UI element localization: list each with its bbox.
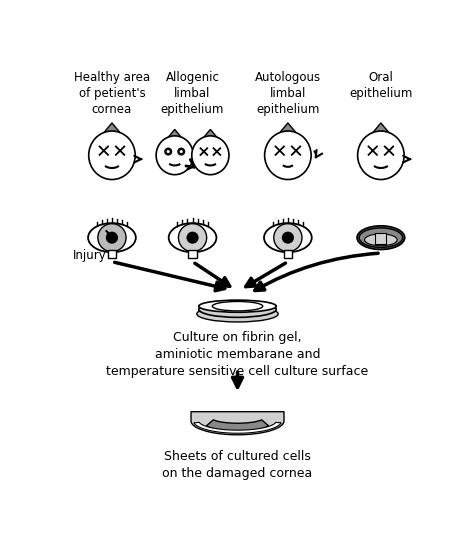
Ellipse shape [169,223,217,252]
Circle shape [98,224,126,252]
Ellipse shape [192,136,229,175]
Ellipse shape [88,223,136,252]
Circle shape [186,232,199,244]
Ellipse shape [357,226,405,250]
Ellipse shape [197,306,278,322]
Bar [189,250,197,258]
Polygon shape [272,123,304,142]
Circle shape [274,224,302,252]
Text: Culture on fibrin gel,
aminiotic membarane and
temperature sensitive cell cultur: Culture on fibrin gel, aminiotic membara… [106,331,369,378]
Ellipse shape [199,301,276,317]
Ellipse shape [357,131,404,180]
Polygon shape [365,123,397,142]
Polygon shape [96,123,128,142]
Circle shape [178,224,207,252]
Text: Oral
epithelium: Oral epithelium [349,71,412,100]
Ellipse shape [89,131,135,180]
Text: Healthy area
of petient's
cornea: Healthy area of petient's cornea [74,71,150,116]
Ellipse shape [199,300,276,312]
Ellipse shape [156,136,193,175]
Ellipse shape [264,131,311,180]
Ellipse shape [264,223,312,252]
Bar [375,234,386,244]
Text: Injury: Injury [73,245,107,262]
Polygon shape [206,420,269,431]
Bar [284,250,292,258]
Bar [108,250,116,258]
Ellipse shape [359,228,402,247]
Polygon shape [191,411,284,435]
Circle shape [106,232,118,244]
Text: Allogenic
limbal
epithelium: Allogenic limbal epithelium [161,71,224,116]
Polygon shape [162,130,188,145]
Circle shape [282,232,294,244]
Ellipse shape [212,301,263,311]
Text: Autologous
limbal
epithelium: Autologous limbal epithelium [255,71,321,116]
Polygon shape [194,423,281,433]
Polygon shape [197,130,223,145]
Text: Sheets of cultured cells
on the damaged cornea: Sheets of cultured cells on the damaged … [163,450,313,480]
Ellipse shape [365,234,397,246]
